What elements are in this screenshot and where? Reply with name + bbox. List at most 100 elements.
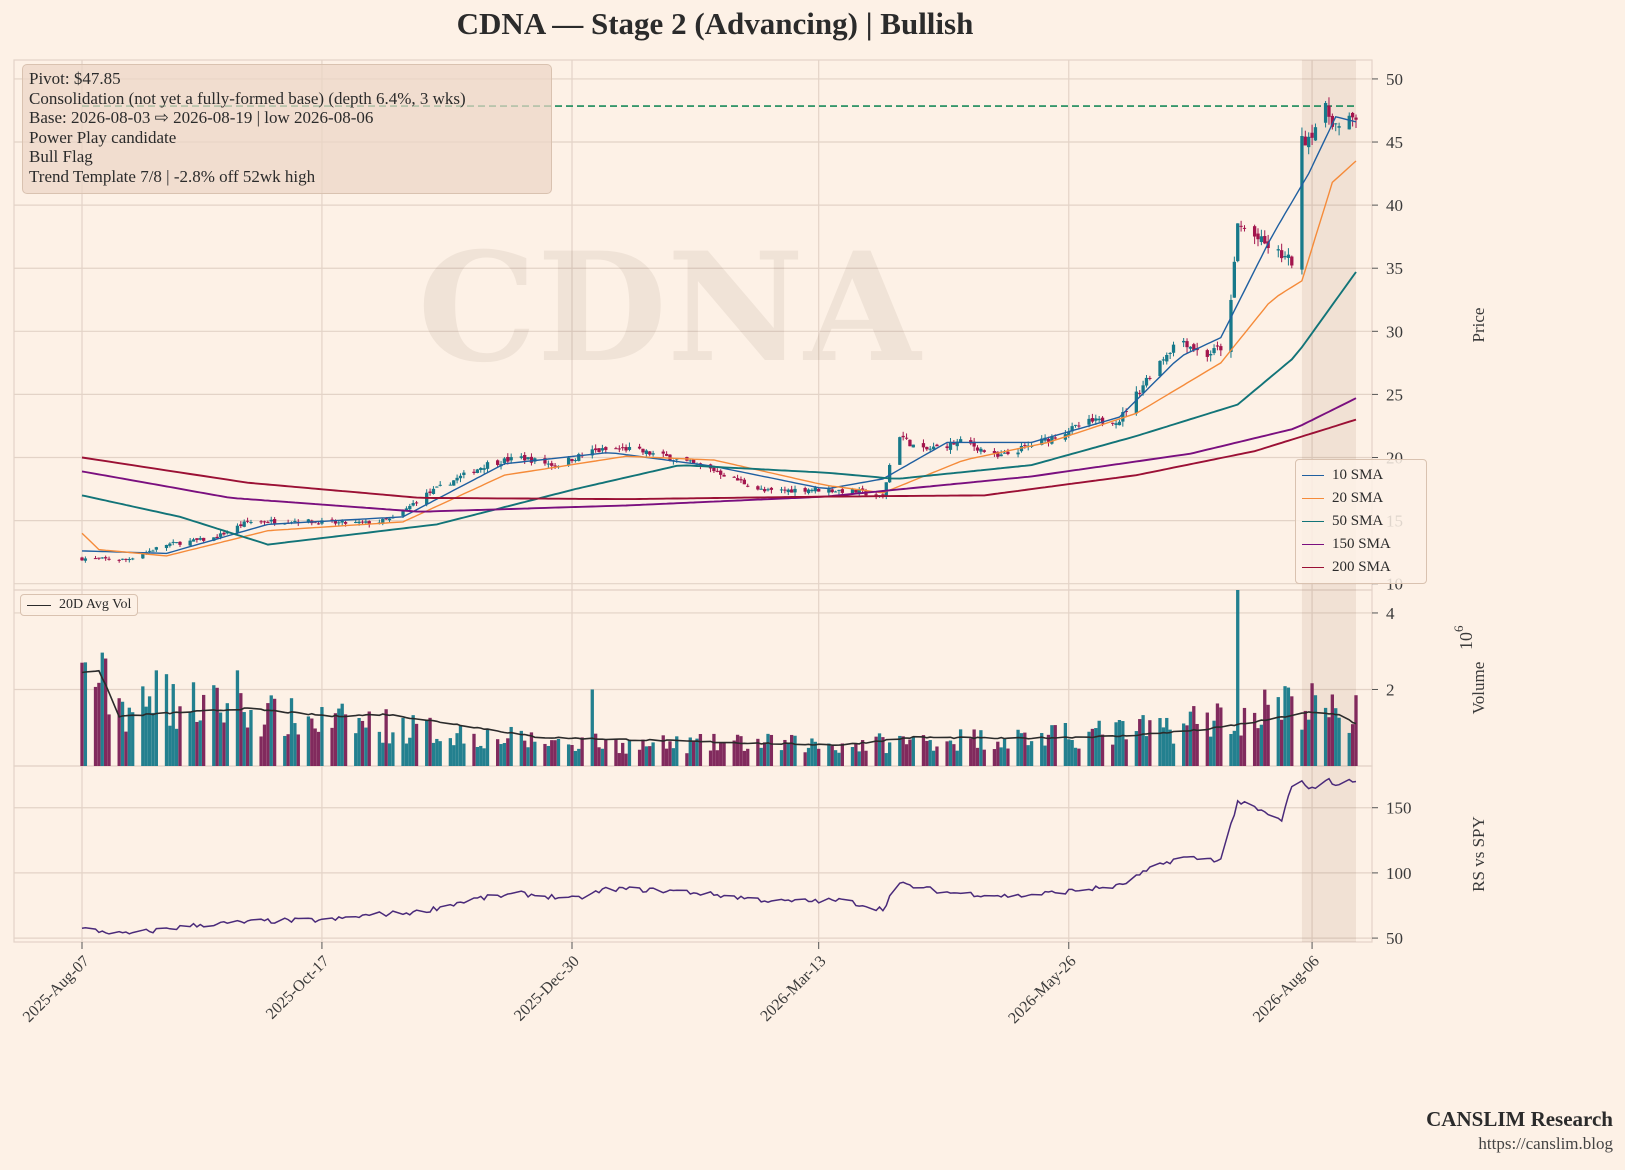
- volume-bar: [766, 733, 770, 766]
- candle-up: [1168, 352, 1172, 354]
- candle-up: [850, 488, 855, 495]
- candle-up: [1165, 355, 1169, 362]
- volume-bar: [1219, 707, 1223, 766]
- volume-bar: [1040, 733, 1044, 766]
- volume-bar: [671, 748, 676, 766]
- volume-bar: [124, 731, 128, 766]
- legend-label: 150 SMA: [1332, 536, 1391, 552]
- candle-down: [621, 447, 625, 449]
- candle-up: [408, 505, 412, 510]
- candle-down: [117, 559, 121, 561]
- volume-bar: [1239, 735, 1243, 766]
- volume-bar: [948, 740, 953, 766]
- candle-up: [566, 457, 571, 466]
- volume-bar: [904, 744, 909, 766]
- candle-up: [404, 508, 409, 511]
- price-y-tick-label: 35: [1386, 259, 1403, 278]
- volume-bar: [195, 721, 199, 766]
- volume-bar: [1097, 720, 1101, 766]
- volume-bar: [272, 698, 277, 766]
- candle-up: [884, 482, 888, 497]
- candle-up: [235, 525, 240, 533]
- volume-bar: [698, 734, 703, 766]
- volume-bar: [739, 736, 743, 766]
- candle-down: [614, 448, 618, 450]
- volume-bar: [1263, 689, 1267, 766]
- candle-up: [1313, 127, 1318, 141]
- volume-bar: [715, 750, 719, 766]
- candle-up: [1141, 385, 1145, 393]
- candle-up: [928, 448, 932, 450]
- volume-bar: [928, 740, 932, 766]
- volume-bar: [343, 714, 348, 766]
- volume-bar: [945, 741, 949, 766]
- candle-down: [1242, 227, 1247, 229]
- candle-down: [617, 448, 621, 450]
- volume-bar: [756, 738, 760, 766]
- candle-up: [479, 467, 483, 470]
- candle-up: [293, 521, 297, 523]
- volume-bar: [1300, 729, 1304, 766]
- volume-bar: [147, 696, 152, 766]
- volume-bar: [452, 745, 456, 766]
- volume-bar: [1350, 724, 1355, 766]
- volume-bar: [1259, 724, 1264, 766]
- volume-bar: [462, 743, 466, 766]
- candle-down: [506, 456, 510, 462]
- volume-bar: [1077, 748, 1081, 766]
- candle-up: [1171, 344, 1176, 353]
- volume-bar: [1236, 590, 1240, 766]
- candle-up: [357, 521, 361, 524]
- volume-bar: [884, 753, 888, 766]
- candle-down: [1354, 117, 1358, 120]
- candle-up: [269, 519, 273, 522]
- candle-up: [1347, 115, 1351, 130]
- candle-up: [833, 491, 838, 493]
- candle-up: [1259, 236, 1264, 243]
- volume-bar: [269, 695, 273, 766]
- candle-down: [908, 439, 912, 447]
- volume-bar: [810, 738, 814, 766]
- volume-bar: [293, 723, 297, 766]
- candle-up: [242, 521, 246, 527]
- volume-bar: [1124, 739, 1128, 766]
- volume-bar: [1229, 734, 1233, 766]
- volume-bar: [249, 710, 253, 766]
- price-y-tick-label: 25: [1386, 385, 1403, 404]
- volume-bar: [692, 741, 696, 766]
- volume-bar: [482, 748, 486, 766]
- candle-up: [1337, 126, 1341, 128]
- volume-bar: [833, 750, 838, 766]
- candle-up: [154, 547, 158, 550]
- volume-bar: [485, 728, 490, 766]
- candle-up: [1334, 123, 1338, 125]
- legend-item-sma200: 200 SMA: [1302, 556, 1420, 579]
- candle-up: [411, 503, 415, 506]
- candle-up: [526, 457, 530, 460]
- volume-bar: [1073, 747, 1078, 766]
- volume-bar: [529, 732, 534, 766]
- candle-down: [80, 557, 84, 561]
- candle-down: [1280, 250, 1284, 259]
- volume-bar: [614, 739, 618, 766]
- candle-down: [661, 451, 665, 454]
- candle-down: [272, 519, 277, 524]
- volume-bar: [958, 729, 963, 766]
- rs-y-tick-label: 150: [1386, 799, 1412, 818]
- candle-down: [904, 437, 909, 439]
- candle-up: [627, 446, 632, 450]
- volume-bar: [212, 685, 216, 766]
- volume-bar: [1094, 728, 1098, 766]
- volume-bar: [661, 735, 665, 766]
- candle-down: [239, 524, 243, 527]
- candle-up: [766, 489, 770, 491]
- footer-brand: CANSLIM Research: [1426, 1107, 1613, 1131]
- candle-down: [1148, 377, 1152, 379]
- annotation-trend-template: Trend Template 7/8 | -2.8% off 52wk high: [29, 166, 316, 186]
- volume-bar: [627, 739, 632, 766]
- candle-up: [100, 557, 104, 559]
- volume-bar: [590, 689, 594, 766]
- volume-bar: [1286, 687, 1291, 766]
- candle-up: [688, 460, 692, 462]
- volume-bar: [131, 712, 135, 766]
